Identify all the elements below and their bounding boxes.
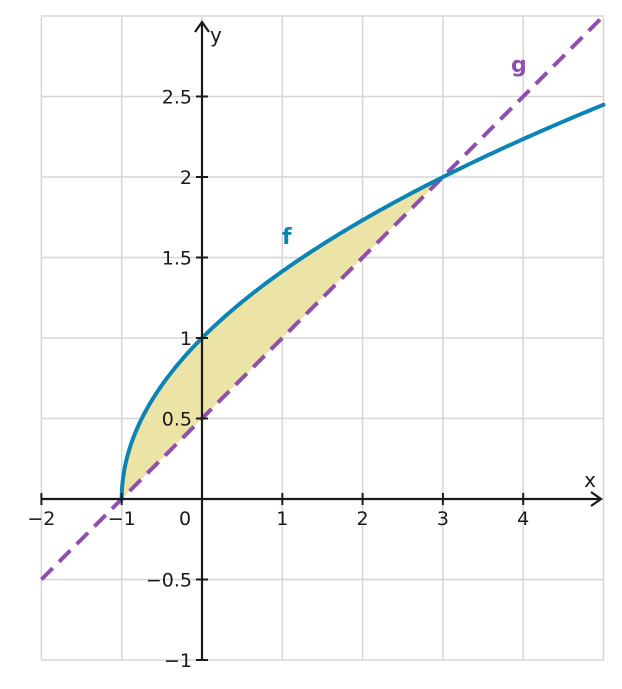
curve-f	[119, 102, 606, 501]
x-tick-label: 0	[179, 508, 191, 530]
tick-marks	[40, 95, 525, 661]
x-tick-label: −2	[27, 508, 55, 530]
y-tick-label: 1	[180, 328, 192, 350]
y-tick-label: 1.5	[162, 248, 192, 270]
line-g-dashed	[39, 14, 605, 581]
y-tick-label: 2	[180, 167, 192, 189]
y-tick-label: 0.5	[162, 409, 192, 431]
y-tick-label: −1	[164, 650, 192, 672]
x-tick-label: 2	[357, 508, 369, 530]
line-g-label: g	[511, 53, 527, 78]
x-axis-arrow-icon	[590, 491, 603, 507]
x-axis-label: x	[584, 468, 596, 492]
x-tick-label: 4	[517, 508, 529, 530]
y-axis-arrow-icon	[194, 20, 210, 33]
y-tick-label: −0.5	[146, 570, 192, 592]
curve-f-label: f	[282, 225, 292, 250]
tick-labels: −2 −1 0 1 2 3 4 −1 −0.5 0.5 1 1.5 2 2.5	[27, 87, 529, 673]
x-tick-label: 3	[437, 508, 449, 530]
y-axis-label: y	[210, 23, 222, 47]
y-tick-label: 2.5	[162, 87, 192, 109]
x-tick-label: −1	[108, 508, 136, 530]
x-tick-label: 1	[276, 508, 288, 530]
gridlines	[40, 15, 605, 661]
